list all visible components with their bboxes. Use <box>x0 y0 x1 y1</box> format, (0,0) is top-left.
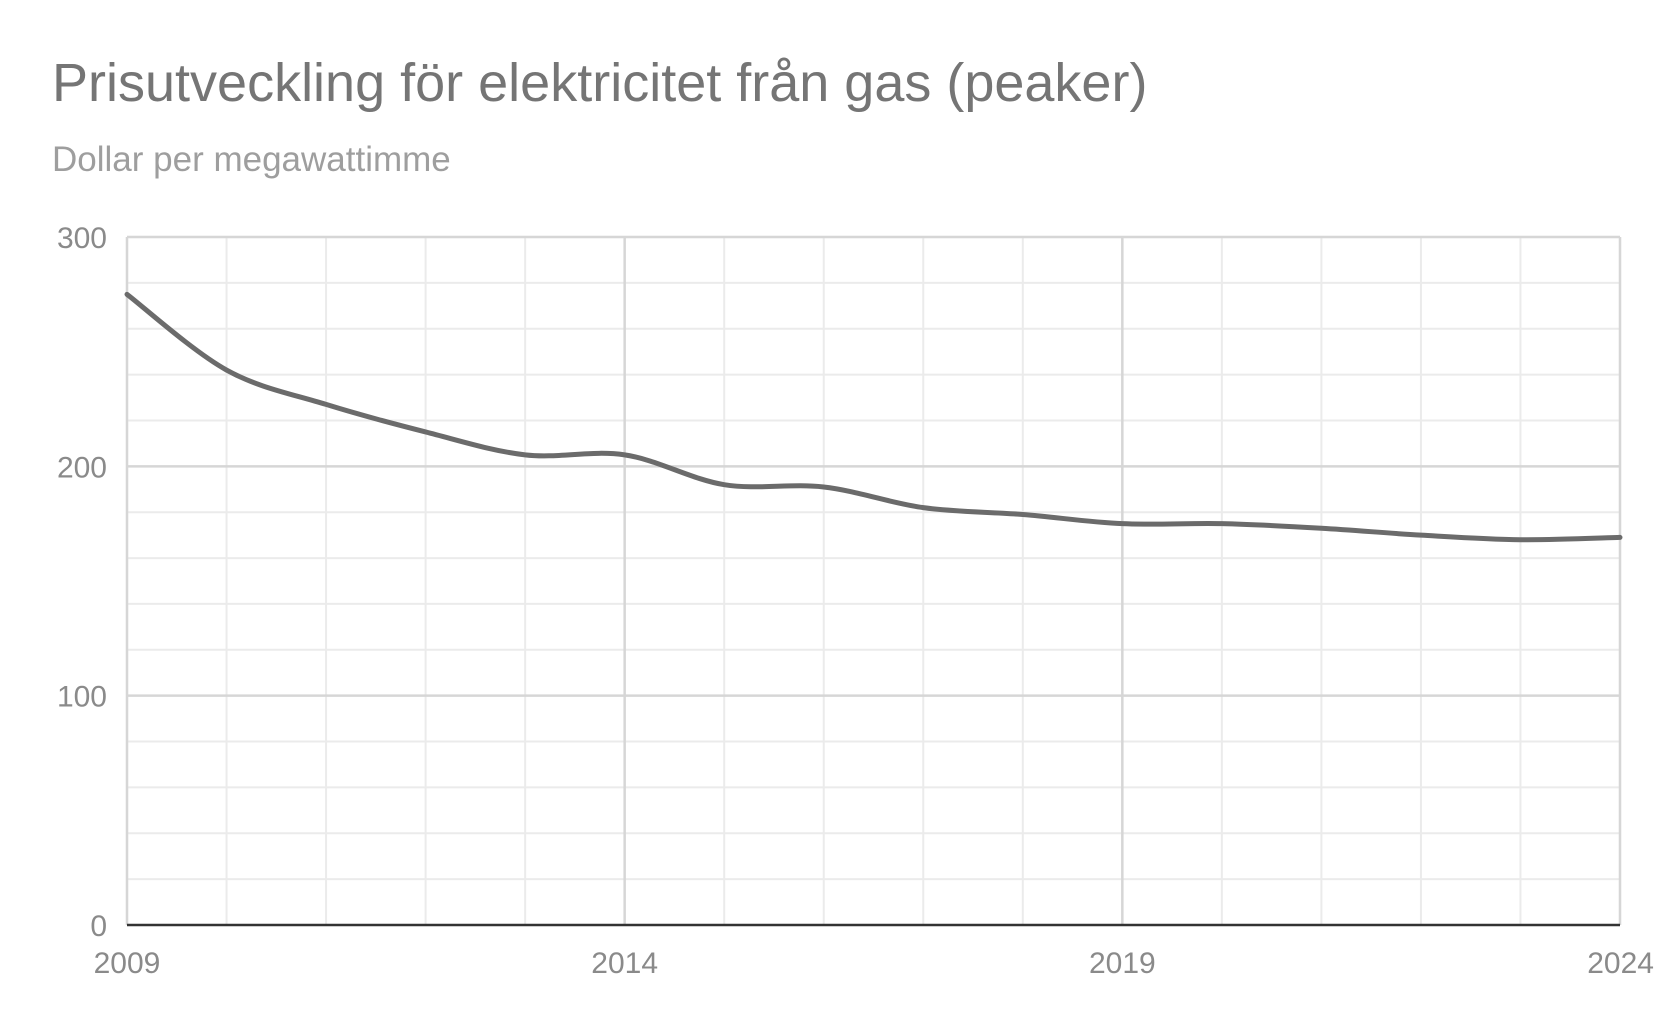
x-tick-label: 2009 <box>94 947 161 980</box>
grid <box>125 235 1622 925</box>
x-tick-label: 2019 <box>1089 947 1156 980</box>
series-line-0 <box>124 291 1623 543</box>
chart-title: Prisutveckling för elektricitet från gas… <box>52 53 1148 113</box>
y-tick-label: 0 <box>90 910 107 943</box>
y-tick-label: 300 <box>57 222 107 255</box>
x-tick-label: 2014 <box>591 947 658 980</box>
series-layer <box>124 291 1623 543</box>
y-tick-label: 100 <box>57 681 107 714</box>
chart-subtitle: Dollar per megawattimme <box>52 140 451 179</box>
y-tick-label: 200 <box>57 451 107 484</box>
x-axis-ticks: 2009 2014 2019 2024 <box>94 947 1654 980</box>
x-tick-label: 2024 <box>1587 947 1654 980</box>
y-axis-ticks: 0 100 200 300 <box>57 222 107 943</box>
